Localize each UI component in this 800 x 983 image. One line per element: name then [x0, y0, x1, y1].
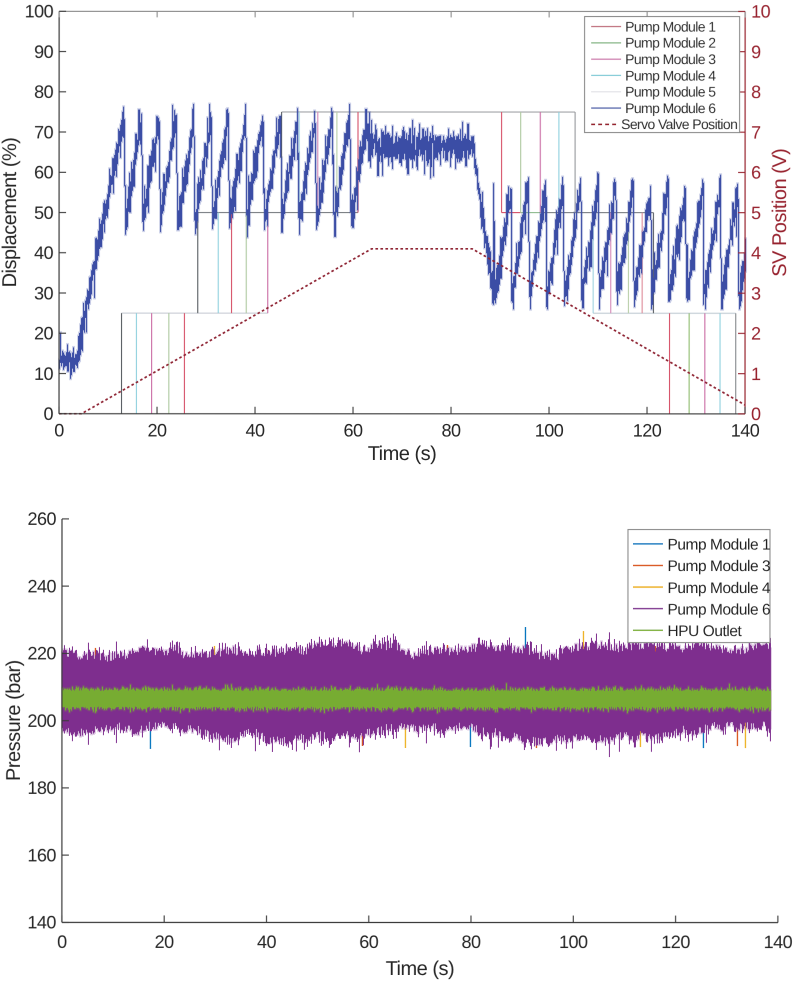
svg-text:2: 2 [751, 324, 761, 344]
svg-text:0: 0 [54, 420, 64, 440]
svg-text:20: 20 [34, 323, 54, 343]
svg-text:4: 4 [751, 243, 761, 263]
svg-text:100: 100 [25, 1, 54, 21]
svg-text:Time (s): Time (s) [386, 958, 455, 980]
svg-text:40: 40 [245, 420, 265, 440]
svg-text:Pump Module 3: Pump Module 3 [625, 51, 716, 67]
svg-text:Pump Module 3: Pump Module 3 [667, 558, 770, 575]
svg-text:120: 120 [633, 421, 662, 441]
svg-text:0: 0 [751, 404, 761, 424]
svg-text:260: 260 [27, 509, 56, 529]
svg-text:90: 90 [34, 42, 54, 62]
svg-text:70: 70 [34, 122, 54, 142]
svg-text:60: 60 [359, 932, 379, 952]
svg-text:80: 80 [441, 421, 461, 441]
svg-text:100: 100 [535, 421, 564, 441]
svg-text:3: 3 [751, 283, 761, 303]
svg-text:140: 140 [764, 932, 793, 952]
svg-text:9: 9 [751, 42, 761, 62]
svg-text:60: 60 [34, 162, 54, 182]
svg-text:180: 180 [27, 778, 56, 798]
svg-text:Pressure (bar): Pressure (bar) [3, 660, 25, 781]
svg-text:50: 50 [34, 203, 54, 223]
svg-text:10: 10 [34, 364, 54, 384]
svg-text:Pump Module 1: Pump Module 1 [625, 18, 716, 34]
svg-text:Pump Module 6: Pump Module 6 [625, 100, 716, 116]
svg-text:Pump Module 6: Pump Module 6 [667, 601, 770, 618]
svg-text:120: 120 [661, 932, 690, 952]
svg-text:220: 220 [27, 644, 56, 664]
svg-text:20: 20 [147, 420, 167, 440]
svg-text:SV Position (V): SV Position (V) [769, 149, 791, 277]
svg-text:40: 40 [34, 243, 54, 263]
svg-text:7: 7 [751, 122, 761, 142]
svg-text:80: 80 [461, 932, 481, 952]
svg-text:5: 5 [751, 203, 761, 223]
svg-text:60: 60 [343, 420, 363, 440]
svg-text:30: 30 [34, 283, 54, 303]
svg-text:Pump Module 1: Pump Module 1 [667, 537, 770, 554]
svg-text:40: 40 [257, 932, 277, 952]
svg-text:160: 160 [27, 845, 56, 865]
svg-text:Servo Valve Position: Servo Valve Position [621, 116, 737, 132]
svg-text:140: 140 [731, 421, 760, 441]
svg-text:Pump Module 4: Pump Module 4 [625, 67, 716, 83]
svg-text:1: 1 [751, 364, 761, 384]
svg-text:10: 10 [751, 2, 771, 22]
svg-text:HPU Outlet: HPU Outlet [667, 623, 742, 640]
svg-text:6: 6 [751, 163, 761, 183]
svg-text:80: 80 [34, 82, 54, 102]
svg-text:240: 240 [27, 576, 56, 596]
svg-text:20: 20 [155, 932, 175, 952]
svg-text:0: 0 [57, 932, 67, 952]
svg-text:200: 200 [27, 711, 56, 731]
svg-text:8: 8 [751, 82, 761, 102]
svg-text:Displacement (%): Displacement (%) [0, 138, 21, 288]
svg-text:140: 140 [27, 913, 56, 933]
svg-text:100: 100 [559, 932, 588, 952]
svg-text:0: 0 [44, 404, 54, 424]
svg-text:Pump Module 4: Pump Module 4 [667, 580, 771, 597]
svg-text:Time (s): Time (s) [368, 443, 437, 465]
svg-text:Pump Module 2: Pump Module 2 [625, 35, 716, 51]
svg-text:Pump Module 5: Pump Module 5 [625, 84, 716, 100]
